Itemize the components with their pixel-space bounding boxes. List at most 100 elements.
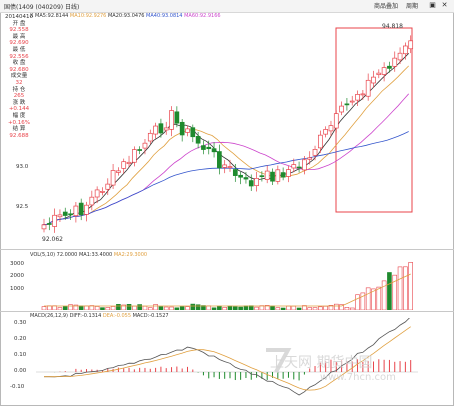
- candle-body: [217, 151, 222, 169]
- volume-bar: [185, 306, 190, 310]
- info-value: +0.144: [8, 106, 30, 113]
- candle-body: [137, 149, 143, 151]
- volume-bar: [206, 305, 212, 310]
- watermark-logo-text: 上天网 期货中国: [270, 355, 373, 371]
- overlay-menu-button[interactable]: 商品叠加: [374, 3, 399, 10]
- candle-body: [179, 121, 185, 136]
- info-label: 收 盘: [12, 60, 26, 67]
- volume-bar: [126, 304, 132, 310]
- volume-bar: [238, 306, 243, 310]
- candle-body: [131, 149, 137, 163]
- vol-tick-3000: 3000: [10, 261, 24, 267]
- volume-bar: [121, 304, 127, 310]
- volume-bar: [163, 306, 169, 310]
- info-label: 涨 跌: [12, 99, 26, 106]
- volume-bar: [174, 307, 180, 310]
- info-value: 265: [13, 93, 25, 100]
- macd-tick-0-10: 0.10: [14, 352, 27, 358]
- candle-body: [68, 213, 73, 216]
- macd-diff-line: [44, 318, 410, 396]
- collapse-icon[interactable]: ▣: [429, 1, 436, 9]
- volume-bar: [323, 305, 328, 310]
- candle-body: [222, 164, 228, 168]
- macd-label: MACD(26,12,9): [30, 313, 68, 319]
- ma-line-5: [41, 53, 409, 226]
- volume-chart[interactable]: [36, 258, 418, 310]
- price-chart[interactable]: 94.818 92.062: [36, 20, 418, 248]
- volume-bar: [211, 307, 217, 310]
- volume-bar: [132, 305, 137, 310]
- period-menu-button[interactable]: 周期: [406, 3, 419, 10]
- info-label: 幅 度: [12, 112, 26, 119]
- candle-body: [328, 125, 334, 132]
- volume-bar: [280, 307, 286, 310]
- ma-line-20: [41, 93, 409, 226]
- volume-bar: [47, 305, 52, 310]
- volume-bar: [264, 305, 270, 310]
- candle-body: [206, 146, 212, 150]
- candle-body: [270, 171, 275, 182]
- candle-body: [163, 127, 169, 131]
- ma10-label: MA10:92.9276: [69, 13, 107, 19]
- candle-body: [84, 204, 89, 215]
- volume-bar: [147, 307, 153, 310]
- volume-bar: [78, 305, 84, 310]
- candle-body: [317, 134, 323, 149]
- pane-divider: [0, 249, 454, 250]
- volume-bar: [307, 307, 313, 310]
- volume-bar: [318, 306, 323, 310]
- candle-body: [158, 123, 164, 134]
- volume-bar: [408, 262, 413, 310]
- candle-body: [89, 196, 95, 206]
- candle-body: [195, 136, 201, 144]
- candle-body: [333, 113, 339, 129]
- volume-bar: [222, 307, 227, 310]
- volume-bar: [94, 306, 100, 310]
- volume-bar: [201, 305, 206, 310]
- chart-title: 国债(1409 (040209) 日线): [4, 4, 80, 11]
- candle-body: [355, 94, 360, 101]
- volume-bar: [392, 274, 398, 310]
- candle-body: [387, 65, 392, 69]
- ma-line-10: [41, 65, 409, 226]
- macd-dea-line: [44, 326, 411, 391]
- candle-body: [376, 72, 382, 75]
- volume-bar: [333, 303, 339, 310]
- candle-body: [52, 214, 57, 227]
- volume-bar: [371, 288, 376, 310]
- info-value: 92.556: [9, 53, 29, 60]
- volume-bar: [339, 304, 344, 310]
- high-price-label: 94.818: [382, 23, 403, 30]
- info-value: 92.680: [9, 66, 29, 73]
- candle-body: [291, 164, 297, 169]
- candle-body: [185, 128, 190, 133]
- price-tick-92-5: 92.5: [16, 204, 29, 210]
- volume-bar: [387, 272, 392, 310]
- candle-body: [397, 52, 403, 61]
- volume-bar: [376, 286, 382, 310]
- candle-body: [238, 174, 243, 178]
- candle-body: [264, 170, 270, 180]
- close-icon[interactable]: ✕: [441, 1, 448, 9]
- candle-body: [46, 223, 52, 225]
- volume-bar: [286, 305, 291, 310]
- info-value: 92.690: [9, 40, 29, 47]
- candle-body: [408, 40, 414, 50]
- candle-body: [360, 93, 366, 96]
- low-price-label: 92.062: [42, 236, 63, 243]
- candle-body: [403, 45, 408, 55]
- info-value: 92.688: [9, 132, 29, 139]
- volume-bar: [116, 304, 121, 310]
- candle-body: [126, 161, 132, 165]
- macd-chart[interactable]: [36, 318, 418, 402]
- candle-body: [349, 100, 355, 103]
- macd-tick-neg-0-10: -0.10: [10, 384, 25, 390]
- info-value: +0.16%: [7, 119, 31, 126]
- candle-body: [41, 224, 47, 230]
- candle-body: [371, 76, 376, 84]
- candle-body: [147, 132, 153, 142]
- volume-bar: [403, 266, 408, 310]
- volume-bar: [110, 306, 116, 310]
- volume-bar: [179, 306, 185, 310]
